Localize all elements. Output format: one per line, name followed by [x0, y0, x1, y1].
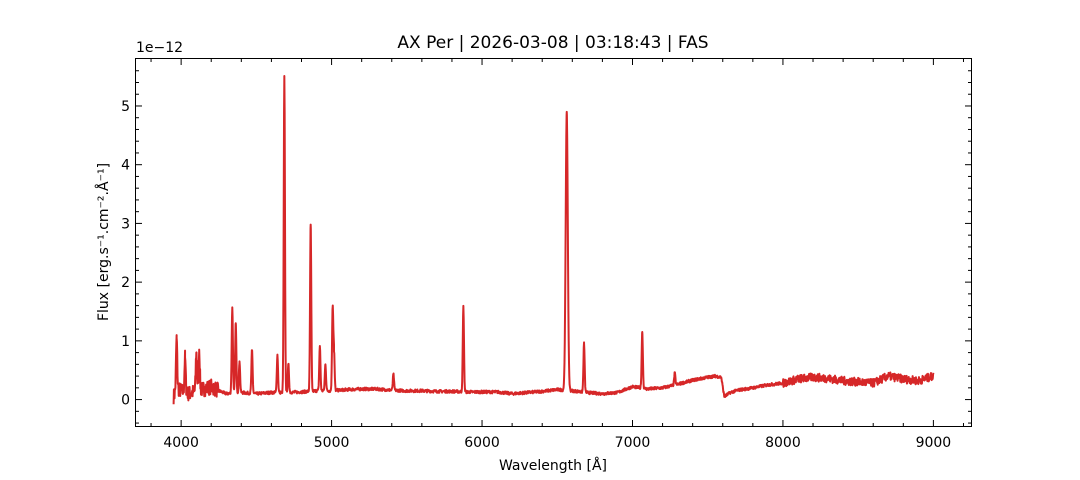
chart-title: AX Per | 2026-03-08 | 03:18:43 | FAS	[397, 33, 708, 53]
flux-spectrum-line	[172, 74, 935, 405]
y-tick-label: 4	[121, 158, 130, 174]
x-tick-label: 4000	[163, 435, 199, 451]
y-offset-label: 1e−12	[136, 40, 183, 56]
x-axis-label: Wavelength [Å]	[499, 457, 607, 474]
x-tick-label: 5000	[314, 435, 350, 451]
x-tick-label: 6000	[464, 435, 500, 451]
y-tick-label: 0	[121, 393, 130, 409]
y-axis-label: Flux [erg.s⁻¹.cm⁻².Å⁻¹]	[95, 163, 112, 321]
y-tick-label: 3	[121, 216, 130, 232]
x-tick-label: 8000	[765, 435, 801, 451]
y-tick-label: 2	[121, 275, 130, 291]
x-tick-label: 9000	[916, 435, 952, 451]
x-tick-label: 7000	[615, 435, 651, 451]
plot-frame	[135, 58, 972, 427]
y-tick-label: 5	[121, 99, 130, 115]
y-tick-label: 1	[121, 334, 130, 350]
